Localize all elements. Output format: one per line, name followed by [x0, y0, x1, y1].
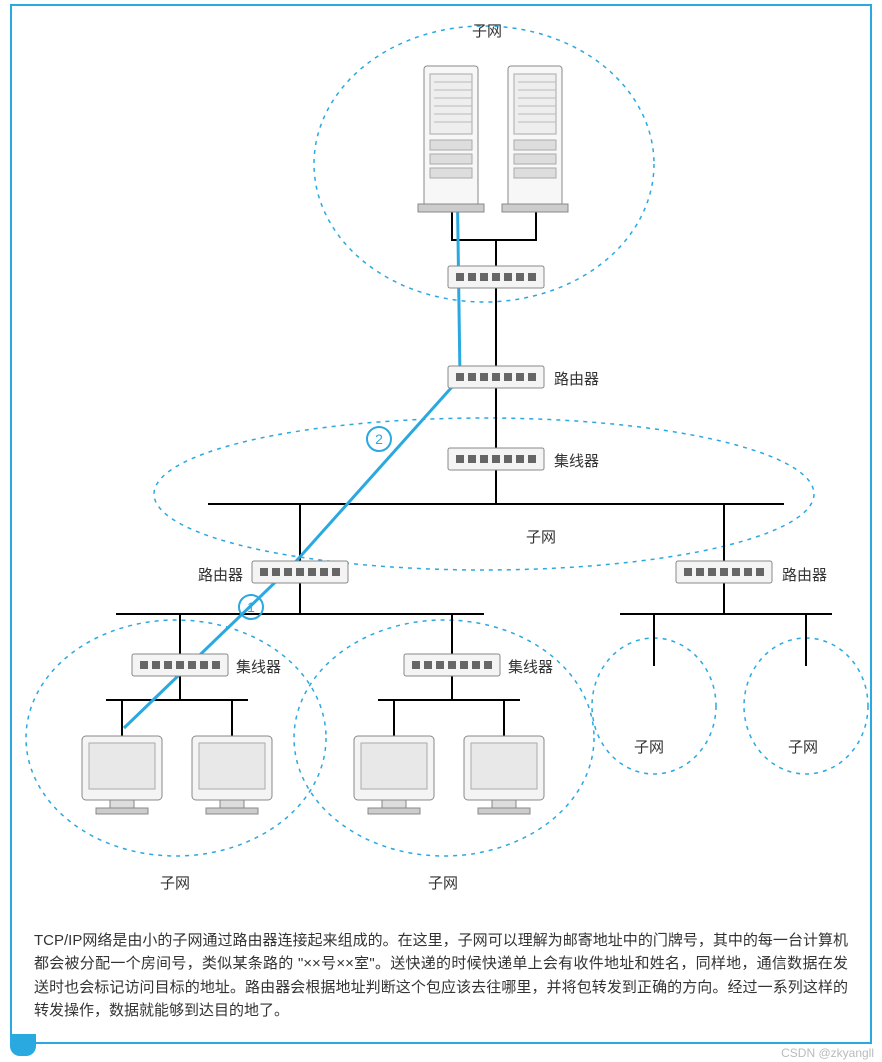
subnet-label: 子网 — [526, 526, 556, 547]
watermark-text: CSDN @zkyangll — [781, 1046, 874, 1060]
step-1-badge: 1 — [238, 594, 264, 620]
computer-icon — [354, 736, 434, 814]
diagram-frame: 子网 路由器 集线器 子网 路由器 路由器 集线器 集线器 子网 子网 子网 子… — [10, 4, 872, 1044]
router-label: 路由器 — [554, 368, 599, 389]
step-2-badge: 2 — [366, 426, 392, 452]
subnet-label: 子网 — [788, 736, 818, 757]
router-icon — [448, 366, 544, 388]
server-icon — [418, 66, 484, 212]
computer-icon — [464, 736, 544, 814]
router-icon — [252, 561, 348, 583]
data-path-arrow — [124, 98, 460, 728]
hub-icon — [448, 448, 544, 470]
hub-icon — [404, 654, 500, 676]
router-label: 路由器 — [198, 564, 243, 585]
hub-label: 集线器 — [508, 656, 553, 677]
description-text: TCP/IP网络是由小的子网通过路由器连接起来组成的。在这里，子网可以理解为邮寄… — [34, 929, 848, 1022]
router-icon — [676, 561, 772, 583]
server-icon — [502, 66, 568, 212]
computer-icon — [82, 736, 162, 814]
hub-icon — [132, 654, 228, 676]
subnet-label: 子网 — [472, 20, 502, 41]
switch-icon — [448, 266, 544, 288]
subnet-label: 子网 — [634, 736, 664, 757]
subnet-label: 子网 — [428, 872, 458, 893]
hub-label: 集线器 — [236, 656, 281, 677]
subnet-label: 子网 — [160, 872, 190, 893]
router-label: 路由器 — [782, 564, 827, 585]
corner-tab — [10, 1034, 36, 1056]
network-diagram — [12, 6, 870, 906]
computer-icon — [192, 736, 272, 814]
hub-label: 集线器 — [554, 450, 599, 471]
